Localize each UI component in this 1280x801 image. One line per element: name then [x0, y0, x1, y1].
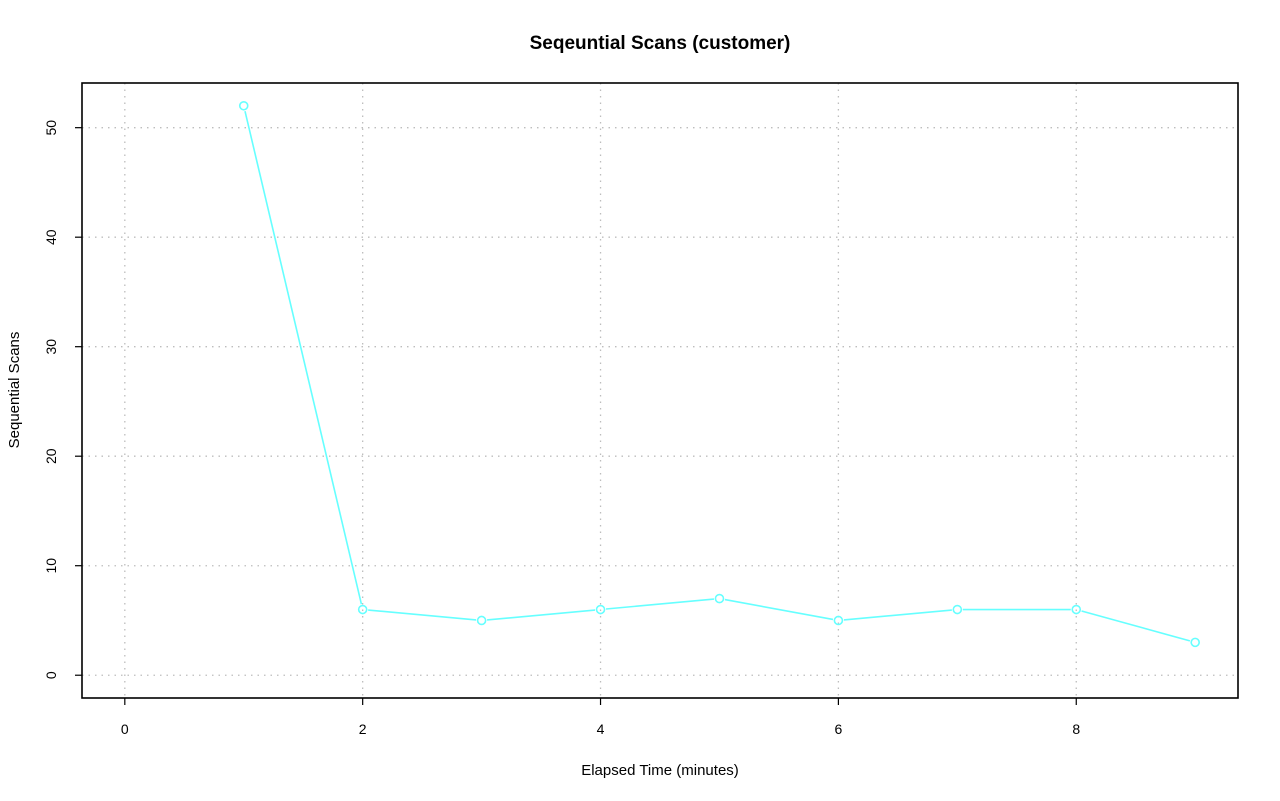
- x-tick-label: 4: [597, 721, 605, 737]
- y-axis: 0 10 20 30 40 50: [43, 120, 82, 679]
- data-point: [714, 593, 725, 604]
- x-axis-label: Elapsed Time (minutes): [581, 762, 739, 779]
- data-point: [833, 615, 844, 626]
- y-axis-label: Sequential Scans: [6, 332, 23, 449]
- x-tick-label: 2: [359, 721, 367, 737]
- x-tick-label: 0: [121, 721, 129, 737]
- series-line-segment: [244, 110, 363, 605]
- series-line-segment: [368, 609, 477, 621]
- series-line-segment: [487, 609, 596, 621]
- series-line-segment: [1081, 610, 1191, 642]
- y-tick-label: 10: [43, 558, 59, 574]
- x-tick-label: 6: [834, 721, 842, 737]
- x-axis: 0 2 4 6 8: [121, 698, 1080, 737]
- y-tick-label: 0: [43, 671, 59, 679]
- data-point: [1190, 637, 1200, 648]
- chart-title: Seqeuntial Scans (customer): [530, 33, 791, 54]
- data-point: [238, 100, 249, 111]
- grid: [82, 83, 1238, 698]
- series-line-segment: [724, 598, 834, 621]
- series-layer: [238, 100, 1200, 648]
- data-point: [357, 604, 368, 615]
- y-tick-label: 50: [43, 120, 59, 136]
- y-tick-label: 30: [43, 339, 59, 355]
- data-point: [595, 604, 606, 615]
- series-line-segment: [605, 598, 715, 610]
- x-tick-label: 8: [1072, 721, 1080, 737]
- data-point: [1071, 604, 1082, 615]
- y-tick-label: 20: [43, 448, 59, 464]
- plot-frame: [81, 82, 1239, 699]
- series-line-segment: [843, 609, 952, 621]
- data-point: [952, 604, 963, 615]
- data-point: [476, 615, 487, 626]
- y-tick-label: 40: [43, 229, 59, 245]
